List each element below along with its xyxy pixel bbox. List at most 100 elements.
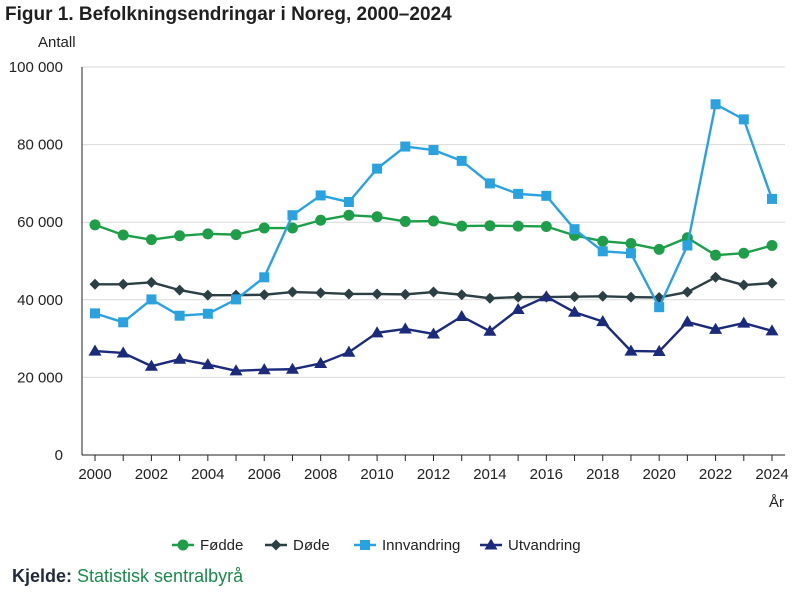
legend-label: Døde (293, 537, 330, 554)
data-point (400, 141, 411, 152)
data-point (680, 315, 694, 327)
data-point (710, 271, 722, 283)
data-point (202, 289, 214, 301)
x-axis: 2000 2002 2004 2006 2008 2010 2012 2014 2016 2018… (78, 454, 789, 483)
data-point (512, 220, 524, 232)
data-point (315, 287, 327, 299)
data-point (597, 235, 609, 247)
data-point (286, 222, 298, 234)
data-point (455, 309, 469, 322)
data-point (202, 228, 214, 240)
data-point (512, 291, 524, 303)
data-point (710, 99, 721, 110)
data-point (173, 352, 187, 364)
data-point (511, 303, 525, 315)
data-point (428, 145, 439, 156)
data-point (371, 211, 383, 223)
data-point (144, 359, 158, 371)
data-point (370, 326, 384, 338)
data-point (596, 315, 610, 327)
data-point (371, 288, 383, 300)
x-axis-title: År (769, 494, 784, 511)
data-point (569, 291, 581, 303)
y-tick-label: 20 000 (17, 369, 63, 386)
data-point (286, 286, 298, 298)
data-point (654, 302, 665, 313)
data-point (737, 316, 751, 328)
legend-item: Innvandring (354, 537, 460, 554)
data-point (765, 324, 779, 336)
data-point (343, 209, 355, 221)
legend-label: Fødde (200, 537, 243, 554)
data-point (343, 288, 355, 300)
x-tick-label: 2002 (135, 466, 168, 483)
data-point (287, 210, 298, 221)
data-point (258, 289, 270, 301)
data-point (202, 308, 213, 319)
data-point (456, 155, 467, 166)
legend-item: Utvandring (480, 537, 581, 554)
legend-item: Fødde (172, 537, 243, 554)
data-point (259, 272, 270, 283)
x-tick-label: 2000 (78, 466, 111, 483)
data-point (541, 190, 552, 201)
y-tick-label: 0 (55, 447, 63, 464)
data-point (229, 364, 243, 376)
data-point (315, 190, 326, 201)
data-point (652, 344, 666, 356)
data-point (484, 292, 496, 304)
data-point (116, 346, 130, 358)
data-point (682, 240, 693, 251)
y-tick-label: 80 000 (17, 137, 63, 154)
data-point (257, 363, 271, 375)
legend-marker (360, 540, 370, 550)
data-point (738, 279, 750, 291)
data-point (89, 219, 101, 231)
data-point (117, 278, 129, 290)
legend-label: Utvandring (508, 537, 581, 554)
legend-marker (484, 538, 498, 550)
data-point (766, 277, 778, 289)
x-tick-label: 2012 (417, 466, 450, 483)
data-point (625, 238, 637, 250)
data-point (314, 356, 328, 368)
source-note: Kjelde: Statistisk sentralbyrå (12, 566, 243, 587)
source-label: Kjelde: (12, 566, 73, 586)
data-point (428, 286, 439, 298)
data-point (484, 220, 496, 232)
data-point (738, 247, 750, 259)
x-tick-label: 2004 (191, 466, 224, 483)
legend-marker (270, 539, 282, 551)
data-point (766, 239, 778, 251)
data-point (624, 344, 638, 356)
x-tick-label: 2010 (360, 466, 393, 483)
series-innvandring (90, 99, 777, 328)
data-point (681, 286, 693, 298)
data-point (738, 114, 749, 125)
data-point (484, 178, 495, 189)
data-point (285, 362, 299, 374)
data-point (428, 215, 439, 227)
data-point (625, 291, 637, 303)
data-point (456, 289, 468, 301)
y-tick-label: 40 000 (17, 292, 63, 309)
y-axis-title: Antall (38, 34, 76, 51)
y-tick-label: 100 000 (9, 59, 63, 76)
data-point (597, 290, 609, 302)
x-tick-label: 2022 (699, 466, 732, 483)
data-point (174, 284, 186, 296)
x-tick-label: 2024 (755, 466, 788, 483)
data-point (710, 249, 722, 261)
data-point (540, 220, 552, 232)
data-point (597, 246, 608, 257)
data-point (145, 234, 157, 246)
data-point (89, 278, 101, 290)
data-point (118, 317, 129, 328)
data-point (145, 276, 157, 288)
data-point (398, 322, 412, 334)
data-point (709, 322, 723, 334)
series-group (88, 99, 779, 376)
data-point (174, 230, 186, 242)
data-point (767, 193, 777, 204)
